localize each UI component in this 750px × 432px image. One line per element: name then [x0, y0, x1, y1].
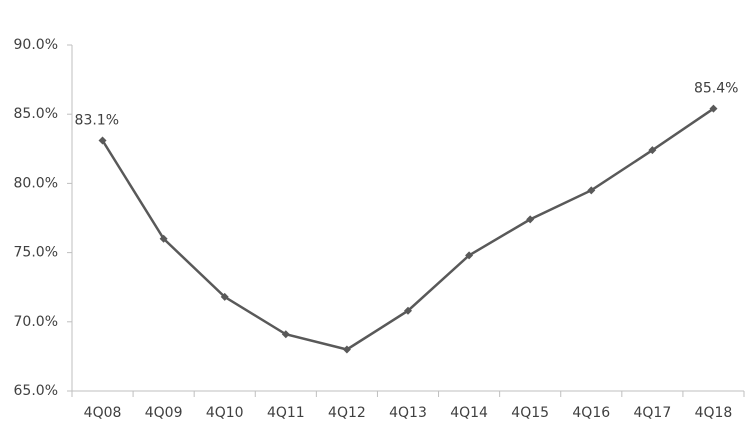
- data-label: 85.4%: [694, 81, 738, 97]
- y-tick-label: 90.0%: [14, 37, 58, 53]
- x-tick-label: 4Q09: [145, 405, 183, 421]
- marker: [220, 292, 229, 301]
- x-tick-label: 4Q08: [84, 405, 122, 421]
- x-tick-label: 4Q13: [389, 405, 427, 421]
- data-label: 83.1%: [75, 112, 119, 128]
- marker: [465, 251, 474, 260]
- y-tick-label: 65.0%: [14, 383, 58, 399]
- x-tick-label: 4Q12: [328, 405, 366, 421]
- x-tick-label: 4Q14: [450, 405, 488, 421]
- marker: [281, 330, 290, 339]
- y-tick-label: 75.0%: [14, 245, 58, 261]
- x-tick-label: 4Q18: [695, 405, 733, 421]
- marker: [648, 146, 657, 155]
- marker: [404, 306, 412, 315]
- x-tick-label: 4Q11: [267, 405, 305, 421]
- x-tick-label: 4Q10: [206, 405, 244, 421]
- marker: [98, 136, 107, 145]
- x-tick-label: 4Q17: [633, 405, 671, 421]
- y-tick-label: 70.0%: [14, 314, 58, 330]
- marker: [342, 345, 351, 354]
- y-tick-label: 85.0%: [14, 106, 58, 122]
- y-tick-label: 80.0%: [14, 175, 58, 191]
- x-tick-label: 4Q16: [572, 405, 610, 421]
- marker: [159, 234, 168, 243]
- marker: [709, 104, 718, 113]
- x-tick-label: 4Q15: [511, 405, 549, 421]
- marker: [587, 186, 596, 195]
- marker: [526, 215, 535, 224]
